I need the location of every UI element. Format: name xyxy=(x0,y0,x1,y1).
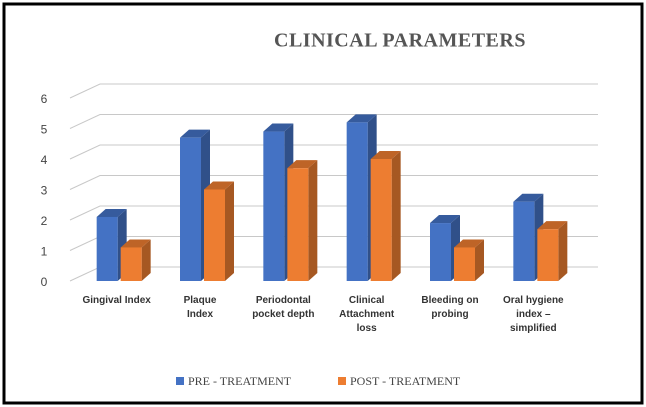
bar xyxy=(204,181,234,281)
bar-side xyxy=(391,151,401,281)
x-tick-label-line: Attachment xyxy=(339,309,395,320)
bar-front xyxy=(537,229,559,281)
legend-label: POST - TREATMENT xyxy=(350,374,461,388)
x-tick-label: Gingival Index xyxy=(82,295,151,306)
x-tick-label-line: index – xyxy=(516,309,551,320)
bar-top xyxy=(96,208,127,217)
x-tick-label-line: Plaque xyxy=(184,295,217,306)
bar-side xyxy=(308,160,318,281)
bar-top xyxy=(346,114,377,123)
y-tick-label: 4 xyxy=(41,153,48,167)
x-tick-label-line: probing xyxy=(431,309,468,320)
x-tick-label-line: Periodontal xyxy=(256,295,311,306)
bar-top xyxy=(430,215,460,224)
x-tick-label-line: loss xyxy=(357,323,377,334)
bar-side xyxy=(558,221,568,281)
x-tick-label: Bleeding on probing xyxy=(421,295,478,320)
bar-top xyxy=(513,193,544,202)
bar-front xyxy=(513,201,535,281)
grid-line xyxy=(69,205,598,221)
bar-front xyxy=(263,131,285,281)
x-tick-label: Periodontal pocket depth xyxy=(252,295,314,320)
bar-top xyxy=(370,151,401,159)
y-tick-label: 2 xyxy=(41,214,48,228)
bar-top xyxy=(180,129,210,138)
bar xyxy=(537,221,568,281)
bar-front xyxy=(96,216,118,281)
x-tick-label: Clinical Attachment loss xyxy=(339,295,395,334)
bar-front xyxy=(120,247,142,281)
bar-front xyxy=(287,168,309,281)
bar-front xyxy=(346,122,368,282)
grid-line xyxy=(69,144,598,160)
bar-top xyxy=(454,239,484,248)
bar xyxy=(287,160,318,281)
bar-top xyxy=(537,221,568,230)
y-tick-label: 1 xyxy=(41,245,48,259)
bar-front xyxy=(430,223,451,281)
x-tick-label-line: Clinical xyxy=(349,295,385,306)
x-tick-label-line: Oral hygiene xyxy=(503,295,564,306)
x-tick-label-line: Gingival Index xyxy=(82,295,151,306)
bar-top xyxy=(204,181,234,190)
x-tick-label: Oral hygiene index – simplified xyxy=(503,295,564,334)
y-tick-label: 0 xyxy=(41,275,48,289)
bar-top xyxy=(263,123,294,132)
y-tick-label: 5 xyxy=(41,123,48,137)
legend-swatch xyxy=(338,377,346,385)
bar-front xyxy=(180,137,201,281)
bar-side xyxy=(225,181,234,281)
bar-front xyxy=(370,159,392,281)
bar xyxy=(454,239,484,281)
bar-front xyxy=(204,189,225,281)
bar-top xyxy=(120,239,151,248)
bar-front xyxy=(454,247,475,281)
grid-line xyxy=(69,175,598,190)
y-tick-label: 3 xyxy=(41,184,48,198)
bar-side xyxy=(475,239,484,281)
legend-label: PRE - TREATMENT xyxy=(188,374,292,388)
y-tick-label: 6 xyxy=(41,92,48,106)
legend-swatch xyxy=(176,377,184,385)
bar xyxy=(370,151,401,281)
grid-line xyxy=(69,83,598,99)
x-tick-label-line: Index xyxy=(187,309,214,320)
bar xyxy=(120,239,151,281)
bar-top xyxy=(287,160,318,169)
x-tick-label-line: Bleeding on xyxy=(421,295,478,306)
grid-line xyxy=(69,114,598,129)
x-tick-label-line: pocket depth xyxy=(252,309,314,320)
bar-side xyxy=(141,239,151,281)
x-tick-label: Plaque Index xyxy=(184,295,217,320)
x-tick-label-line: simplified xyxy=(510,323,557,334)
chart-title: CLINICAL PARAMETERS xyxy=(274,30,526,52)
